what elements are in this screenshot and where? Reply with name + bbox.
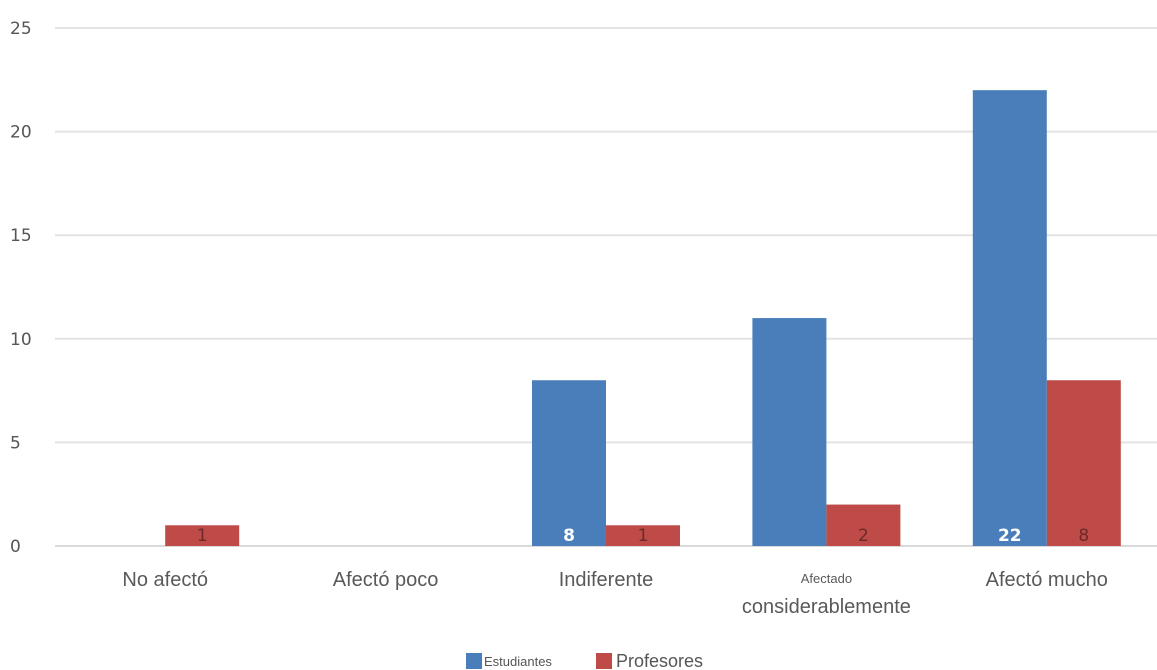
- data-label-profesores-afectado-considerablemente: 2: [858, 526, 869, 546]
- bar-estudiantes-afecto-mucho: [972, 90, 1047, 546]
- y-tick-label: 5: [10, 433, 21, 453]
- data-label-profesores-no-afecto: 1: [197, 526, 208, 546]
- legend-label-profesores: Profesores: [616, 651, 703, 670]
- data-label-estudiantes-indiferente: 8: [563, 526, 575, 546]
- data-label-estudiantes-afecto-mucho: 22: [998, 526, 1022, 546]
- bar-profesores-no-afecto: [165, 525, 240, 546]
- bar-estudiantes-indiferente: [532, 380, 606, 546]
- x-category-label: No afectó: [122, 569, 208, 591]
- y-tick-label: 25: [10, 19, 32, 39]
- legend-swatch-estudiantes: [466, 653, 482, 669]
- y-tick-label: 10: [10, 330, 32, 350]
- bar-estudiantes-afectado-considerablemente: [752, 318, 827, 546]
- bar-profesores-indiferente: [606, 525, 680, 546]
- x-category-label-line1: Afectado: [801, 571, 852, 586]
- y-tick-label: 20: [10, 123, 32, 143]
- x-axis-categories: No afectó Afectó poco Indiferente Afectado c…: [122, 569, 1108, 618]
- y-tick-label: 0: [10, 537, 21, 557]
- bars: [165, 90, 1121, 546]
- data-labels: 1 8 1 2 22 8: [197, 526, 1089, 546]
- bar-profesores-afectado-considerablemente: [826, 504, 901, 546]
- data-label-profesores-afecto-mucho: 8: [1078, 526, 1089, 546]
- x-category-label: Afectó mucho: [986, 569, 1108, 591]
- legend-swatch-profesores: [596, 653, 612, 669]
- legend: Estudiantes Profesores: [466, 651, 703, 670]
- y-axis-ticks: 0 5 10 15 20 25: [10, 19, 32, 557]
- legend-label-estudiantes: Estudiantes: [484, 654, 552, 669]
- bar-profesores-afecto-mucho: [1046, 380, 1121, 546]
- x-category-label-line2: considerablemente: [742, 596, 911, 618]
- y-tick-label: 15: [10, 226, 32, 246]
- x-category-label: Afectó poco: [333, 569, 439, 591]
- x-category-label: Indiferente: [559, 569, 654, 591]
- data-label-profesores-indiferente: 1: [638, 526, 649, 546]
